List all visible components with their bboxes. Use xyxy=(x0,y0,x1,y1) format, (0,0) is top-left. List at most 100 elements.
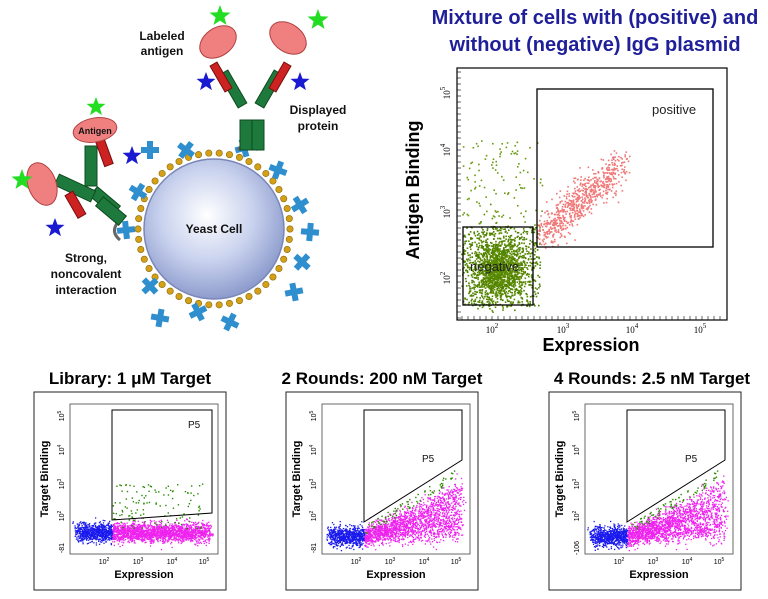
data-point xyxy=(84,538,86,540)
data-point xyxy=(611,173,614,176)
data-point xyxy=(93,532,95,534)
data-point xyxy=(576,223,579,226)
data-point xyxy=(499,296,502,298)
data-point xyxy=(495,278,497,280)
data-point xyxy=(196,542,198,544)
data-point xyxy=(531,252,533,254)
data-point xyxy=(577,214,579,217)
data-point xyxy=(156,529,158,531)
data-point xyxy=(193,529,196,531)
data-point xyxy=(514,152,517,154)
data-point xyxy=(511,244,513,247)
cross-icon xyxy=(116,220,136,240)
data-point xyxy=(514,309,516,312)
cross-icon xyxy=(300,222,320,242)
data-point xyxy=(585,188,588,191)
data-point xyxy=(579,190,582,192)
data-point xyxy=(509,297,512,299)
data-point xyxy=(497,290,500,292)
data-point xyxy=(494,246,497,249)
data-point xyxy=(196,529,198,531)
data-point xyxy=(603,172,605,174)
data-point xyxy=(526,252,529,255)
data-point xyxy=(477,246,480,249)
data-point xyxy=(583,179,585,182)
data-point xyxy=(490,264,492,266)
data-point xyxy=(185,536,187,538)
data-point xyxy=(531,269,534,272)
bead xyxy=(275,264,283,272)
data-point xyxy=(534,280,537,283)
data-point xyxy=(500,259,503,262)
data-point xyxy=(516,153,518,156)
data-point xyxy=(507,270,510,273)
data-point xyxy=(478,282,481,285)
data-point xyxy=(123,530,125,532)
data-point xyxy=(162,528,165,530)
data-point xyxy=(478,264,481,267)
data-point xyxy=(538,304,540,307)
data-point xyxy=(502,250,504,252)
data-point xyxy=(478,281,481,284)
data-point xyxy=(174,538,176,540)
data-point xyxy=(559,232,562,235)
data-point xyxy=(473,265,476,268)
data-point xyxy=(483,286,485,288)
data-point xyxy=(534,228,536,231)
data-point xyxy=(623,161,626,163)
panel-frame xyxy=(33,391,227,591)
data-point xyxy=(78,532,81,535)
data-point xyxy=(137,523,139,526)
data-point xyxy=(520,261,522,264)
data-point xyxy=(503,278,506,281)
data-point xyxy=(501,241,503,244)
data-point xyxy=(517,231,520,234)
data-point xyxy=(504,243,506,246)
data-point xyxy=(553,240,556,243)
data-point xyxy=(495,271,497,273)
data-point xyxy=(192,536,194,538)
data-point xyxy=(505,249,508,252)
data-point xyxy=(86,543,89,545)
data-point xyxy=(497,264,500,267)
data-point xyxy=(580,176,582,178)
data-point xyxy=(478,253,480,256)
data-point xyxy=(505,255,507,258)
data-point xyxy=(522,215,525,218)
data-point xyxy=(581,185,584,187)
data-point xyxy=(517,257,520,259)
data-point xyxy=(185,523,187,525)
data-point xyxy=(585,193,587,195)
data-point xyxy=(478,273,481,276)
data-point xyxy=(476,296,478,299)
data-point xyxy=(489,271,492,274)
data-point xyxy=(505,270,507,273)
data-point xyxy=(581,201,584,204)
data-point xyxy=(563,219,566,221)
data-point xyxy=(625,151,627,153)
data-point xyxy=(518,283,521,285)
data-point xyxy=(573,177,575,180)
data-point xyxy=(184,527,186,529)
data-point xyxy=(615,182,618,185)
data-point xyxy=(518,247,520,249)
data-point xyxy=(84,529,86,531)
data-point xyxy=(133,537,135,539)
data-point xyxy=(596,195,599,198)
data-point xyxy=(575,203,578,206)
data-point xyxy=(546,223,549,225)
data-point xyxy=(463,250,466,253)
data-point xyxy=(495,267,497,269)
data-point xyxy=(558,214,561,217)
data-point xyxy=(514,282,516,285)
data-point xyxy=(611,162,613,164)
data-point xyxy=(500,240,503,243)
data-point xyxy=(592,184,594,186)
data-point xyxy=(580,203,583,206)
data-point xyxy=(600,195,602,198)
data-point xyxy=(520,269,523,271)
data-point xyxy=(488,244,491,247)
data-point xyxy=(153,541,155,543)
data-point xyxy=(544,233,546,236)
data-point xyxy=(582,183,585,186)
